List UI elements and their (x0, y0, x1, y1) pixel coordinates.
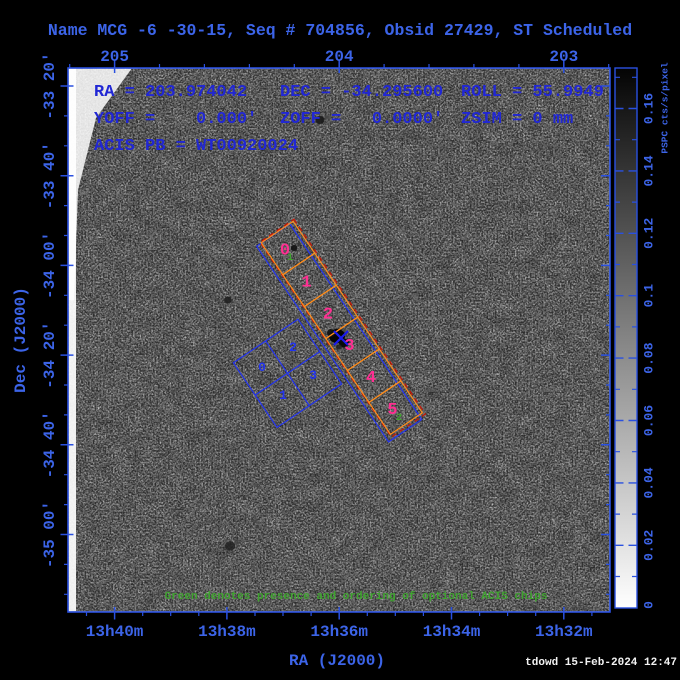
right-axis-minor-ticks (606, 115, 610, 595)
ra-axis-title: RA (J2000) (288, 652, 386, 670)
svg-text:-35 00': -35 00' (41, 501, 59, 568)
colorbar-major-ticks (615, 107, 637, 546)
bottom-axis-major-ticks (113, 607, 565, 620)
top-axis-major-ticks (113, 60, 565, 73)
svg-text:0.02: 0.02 (642, 530, 657, 561)
svg-text:2: 2 (323, 305, 333, 324)
plot-title: Name MCG -6 -30-15, Seq # 704856, Obsid … (47, 21, 633, 40)
dec-value: DEC = -34.295600 (280, 83, 444, 102)
acis-s-subarray-outline (259, 218, 427, 438)
colorbar-axis-label: PSPC cts/s/pixel (660, 62, 671, 154)
svg-text:0.08: 0.08 (642, 342, 657, 373)
svg-text:1: 1 (279, 388, 287, 403)
svg-text:2: 2 (289, 340, 297, 355)
zsim-value: ZSIM = 0 mm (461, 110, 574, 129)
sky-sources (131, 88, 554, 551)
top-tick-label: 205 (100, 48, 129, 66)
plot-frame (60, 60, 611, 620)
user-timestamp: tdowd 15-Feb-2024 12:47 (525, 657, 677, 669)
svg-text:5: 5 (387, 401, 397, 420)
colorbar: 0.16 0.14 0.12 0.1 0.08 0.06 0.04 0.02 0… (614, 62, 671, 609)
acis-i-chip-numbers: 0 1 2 3 (258, 340, 317, 403)
acis-s-chips (260, 220, 424, 436)
colorbar-gradient (614, 67, 638, 609)
acis-i-array-outline (232, 318, 343, 429)
svg-text:1: 1 (287, 252, 293, 264)
bottom-axis-minor-ticks (85, 612, 593, 616)
bottom-tick-label: 13h36m (310, 623, 368, 641)
left-axis-minor-ticks (64, 115, 68, 595)
svg-text:0.12: 0.12 (642, 218, 657, 249)
svg-text:-34 20': -34 20' (41, 321, 59, 388)
plate-blank-edge (68, 68, 132, 612)
svg-text:3: 3 (344, 337, 354, 356)
svg-text:4: 4 (366, 369, 376, 388)
dec-axis-title: Dec (J2000) (12, 287, 30, 393)
svg-text:0.16: 0.16 (642, 93, 657, 124)
svg-text:0.14: 0.14 (642, 155, 657, 186)
svg-text:0: 0 (642, 601, 657, 609)
svg-text:0: 0 (258, 360, 266, 375)
zoff-value: ZOFF = 0.0000' (280, 110, 444, 129)
top-tick-label: 204 (324, 48, 354, 66)
ra-value: RA = 203.974042 (94, 83, 248, 102)
svg-text:2: 2 (396, 412, 402, 424)
svg-text:0: 0 (280, 242, 290, 261)
svg-text:3: 3 (309, 368, 317, 383)
acis-s-chip-numbers: 0 1 2 3 4 5 (280, 242, 398, 421)
bottom-tick-label: 13h40m (85, 623, 144, 641)
top-axis-minor-ticks (69, 64, 610, 68)
svg-text:0.1: 0.1 (642, 284, 657, 308)
colorbar-minor-ticks (615, 76, 637, 578)
colorbar-tick-labels: 0.16 0.14 0.12 0.1 0.08 0.06 0.04 0.02 0 (642, 93, 657, 609)
svg-text:0.04: 0.04 (642, 467, 657, 498)
right-axis-major-ticks (601, 85, 610, 536)
yoff-value: YOFF = 0.000' (94, 110, 258, 129)
optional-chips-footnote: Green denotes presence and ordering of o… (164, 591, 548, 603)
svg-text:-33 40': -33 40' (41, 142, 59, 209)
svg-text:-34 00': -34 00' (41, 232, 59, 299)
roll-value: ROLL = 55.9949 (461, 83, 604, 102)
svg-text:-34 40': -34 40' (41, 411, 59, 478)
left-axis-major-ticks (60, 85, 74, 536)
svg-text:0.06: 0.06 (642, 405, 657, 436)
acis-pb-value: ACIS PB = WT00920024 (94, 137, 299, 156)
svg-text:1: 1 (301, 273, 311, 292)
optional-chip-order-numbers: 1 2 (287, 252, 402, 424)
bottom-tick-label: 13h38m (198, 623, 256, 641)
bottom-tick-label: 13h32m (534, 623, 593, 641)
svg-text:-33 20': -33 20' (41, 52, 59, 119)
dec-tick-labels: -33 20' -33 40' -34 00' -34 20' -34 40' … (41, 52, 59, 568)
bottom-tick-label: 13h34m (422, 623, 481, 641)
top-tick-label: 203 (549, 48, 579, 66)
aimpoint-cross (333, 330, 349, 346)
